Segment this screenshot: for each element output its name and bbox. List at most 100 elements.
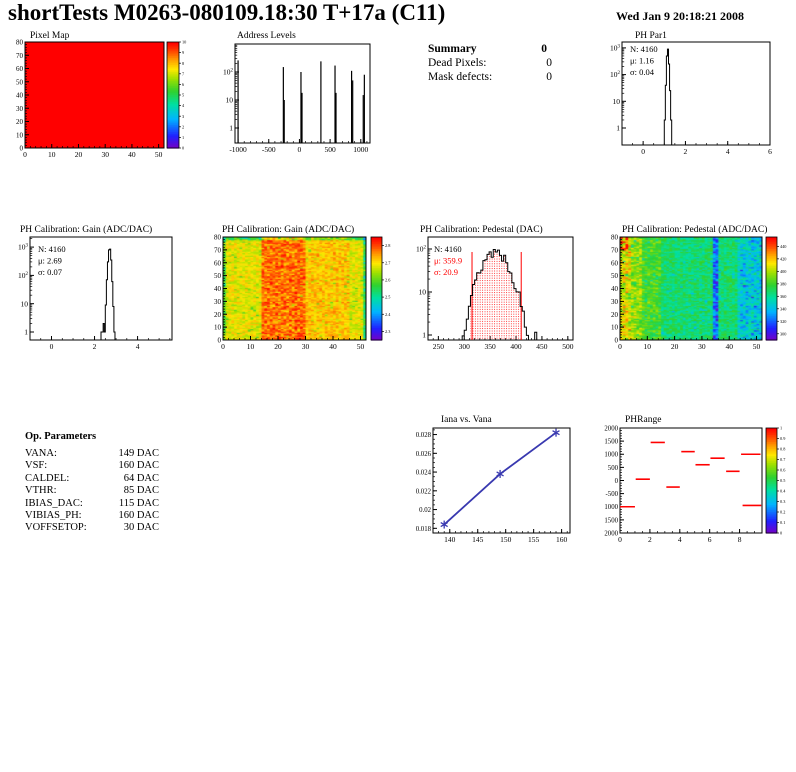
svg-text:N: 4160: N: 4160: [630, 44, 658, 54]
ph-par1-series: [663, 48, 673, 145]
svg-text:2: 2: [182, 124, 184, 129]
svg-text:103: 103: [18, 243, 29, 252]
op-parameter-row: VSF: 160 DAC: [25, 460, 159, 472]
address-levels-series: [237, 60, 365, 143]
summary-label: Mask defects:: [428, 71, 493, 83]
svg-text:2: 2: [648, 535, 652, 544]
svg-text:-500: -500: [606, 491, 619, 498]
svg-text:2.3: 2.3: [385, 329, 390, 334]
op-parameter-value: 115 DAC: [118, 497, 159, 509]
svg-text:40: 40: [725, 342, 733, 351]
ph-par1-chart: 0 2 4 6 1 10 102 103 N: 4160 μ: 1.16 σ: 0.04 PH Par…: [610, 28, 796, 162]
op-parameter-value: 149 DAC: [118, 448, 159, 459]
svg-text:0.026: 0.026: [416, 451, 432, 458]
svg-text:102: 102: [223, 68, 234, 77]
svg-text:PH Calibration: Gain (ADC/DAC): PH Calibration: Gain (ADC/DAC): [222, 224, 354, 235]
svg-text:10: 10: [613, 97, 621, 106]
svg-text:140: 140: [444, 535, 456, 544]
svg-text:2.6: 2.6: [385, 278, 391, 283]
svg-text:PH Par1: PH Par1: [635, 31, 667, 41]
gain-map-heatmap: [223, 237, 366, 340]
summary-header-row: Summary 0: [428, 42, 552, 56]
svg-text:2.7: 2.7: [385, 260, 391, 265]
svg-text:2: 2: [684, 147, 688, 156]
svg-text:1000: 1000: [353, 145, 368, 154]
svg-text:Pixel Map: Pixel Map: [30, 31, 70, 41]
svg-text:1: 1: [182, 135, 184, 140]
op-parameter-label: VOFFSETOP:: [25, 522, 87, 534]
svg-text:0: 0: [23, 150, 27, 159]
iana-vana-plot: 140 145 150 155 160 0.018 0.02 0.022 0.024 0.026 0…: [416, 415, 571, 544]
svg-text:N: 4160: N: 4160: [434, 244, 462, 254]
op-parameter-value: 30 DAC: [123, 522, 159, 534]
svg-text:440: 440: [780, 244, 786, 249]
svg-text:80: 80: [611, 234, 619, 242]
phrange-chart: 0 2 4 6 8 2000 1500 1000 500 0 -500 1000 1500 2000 1 0.…: [600, 412, 796, 550]
op-parameter-label: VIBIAS_PH:: [25, 510, 82, 522]
svg-text:300: 300: [459, 342, 471, 351]
svg-text:70: 70: [16, 52, 24, 60]
svg-text:1500: 1500: [604, 439, 618, 446]
svg-text:10: 10: [611, 324, 619, 332]
svg-text:0.7: 0.7: [780, 457, 786, 462]
svg-text:50: 50: [753, 342, 761, 351]
svg-text:0: 0: [780, 531, 782, 536]
svg-text:0.1: 0.1: [780, 520, 785, 525]
svg-text:380: 380: [780, 281, 786, 286]
svg-text:20: 20: [75, 150, 83, 159]
op-parameter-value: 160 DAC: [118, 510, 159, 522]
svg-text:30: 30: [101, 150, 109, 159]
svg-text:8: 8: [182, 61, 184, 66]
svg-text:1000: 1000: [604, 452, 618, 459]
pedestal-fill: [470, 249, 523, 340]
op-parameter-value: 85 DAC: [123, 485, 159, 497]
svg-text:250: 250: [433, 342, 445, 351]
svg-text:μ: 2.69: μ: 2.69: [38, 256, 62, 266]
op-parameter-label: VANA:: [25, 448, 57, 459]
pedestal-hist-plot: 250 300 350 400 450 500 1 10 102 N: 4160 μ: 359.9σ…: [416, 224, 574, 351]
svg-text:0: 0: [221, 342, 225, 351]
svg-text:60: 60: [16, 65, 24, 73]
phrange-segments: [620, 441, 762, 508]
svg-text:0.018: 0.018: [416, 526, 432, 533]
svg-text:-1000: -1000: [229, 145, 247, 154]
svg-text:10: 10: [48, 150, 56, 159]
data-point-marker: [440, 521, 448, 528]
pedestal-map-heatmap: [620, 237, 762, 340]
svg-text:4: 4: [136, 342, 140, 351]
svg-text:N: 4160: N: 4160: [38, 244, 66, 254]
svg-text:-500: -500: [262, 145, 276, 154]
svg-text:0: 0: [641, 147, 645, 156]
svg-text:0.4: 0.4: [780, 489, 786, 494]
iana-line: [443, 431, 557, 526]
svg-text:103: 103: [610, 44, 621, 53]
svg-text:0: 0: [50, 342, 54, 351]
svg-text:PHRange: PHRange: [625, 415, 661, 425]
svg-text:0: 0: [218, 337, 222, 345]
plot-frame: [222, 236, 367, 341]
svg-text:1: 1: [24, 328, 28, 337]
op-parameter-label: VSF:: [25, 460, 48, 472]
svg-text:1: 1: [616, 124, 620, 133]
svg-text:3: 3: [182, 114, 184, 119]
svg-text:2.4: 2.4: [385, 312, 391, 317]
op-parameter-label: IBIAS_DAC:: [25, 497, 83, 509]
summary-rows: Dead Pixels: 0 Mask defects: 0: [428, 56, 552, 84]
svg-text:7: 7: [182, 71, 185, 76]
svg-text:20: 20: [16, 118, 24, 126]
svg-text:60: 60: [214, 259, 222, 267]
op-parameter-label: CALDEL:: [25, 472, 70, 484]
svg-text:6: 6: [182, 82, 185, 87]
pixel-map-fill: [25, 42, 164, 148]
summary-value: 0: [546, 71, 552, 83]
svg-text:500: 500: [608, 465, 619, 472]
svg-text:10: 10: [16, 131, 24, 139]
colorbar: 0 1 2 3 4 5 6 7 8 9 10: [166, 40, 186, 151]
svg-text:10: 10: [21, 299, 29, 308]
svg-text:500: 500: [562, 342, 574, 351]
summary-row: Dead Pixels: 0: [428, 56, 552, 70]
svg-text:20: 20: [214, 311, 222, 319]
svg-text:40: 40: [214, 285, 222, 293]
gain-hist-plot: 0 2 4 1 10 102 103 N: 4160 μ: 2.69σ: 0.07 PH Cali…: [18, 224, 173, 351]
svg-text:6: 6: [708, 535, 712, 544]
